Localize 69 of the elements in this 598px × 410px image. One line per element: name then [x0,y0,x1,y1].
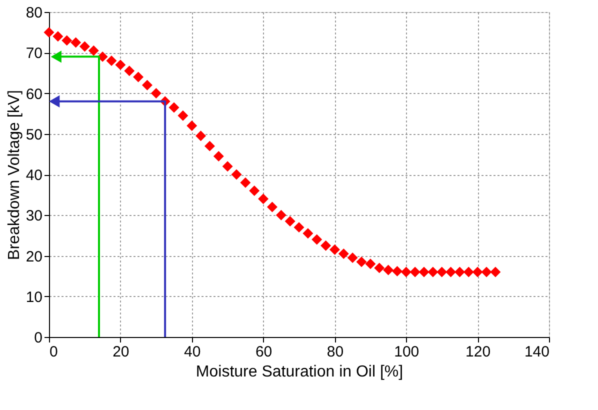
point [312,234,322,245]
point [79,41,90,52]
point [383,264,394,276]
point [428,266,438,278]
x-axis-title: Moisture Saturation in Oil [%] [196,364,404,380]
point [213,150,224,162]
point [196,130,206,142]
point [410,266,420,278]
point [186,120,198,131]
x-tick-label: 0 [50,344,58,360]
point [106,56,117,66]
point [481,266,492,278]
point [446,266,456,278]
y-tick-label: 0 [34,330,42,346]
point [249,186,260,196]
point [44,27,54,38]
point [258,194,269,204]
x-tick-label: 60 [255,344,272,360]
point [294,222,304,233]
point [472,266,483,278]
x-tick-label: 100 [394,344,420,360]
point [392,266,402,276]
point [142,80,152,90]
point [70,37,82,48]
point [222,161,233,172]
point [168,102,180,113]
point [52,31,64,42]
point [266,202,278,212]
y-tick-label: 30 [26,208,42,225]
y-tick-label: 40 [26,167,42,184]
point [97,51,108,62]
x-tick-label: 40 [184,344,201,360]
point [231,169,242,180]
point [302,228,314,239]
x-tick-label: 120 [466,344,491,360]
x-tick-label: 20 [112,344,130,360]
point [329,244,340,255]
point [178,110,188,121]
point [204,140,215,152]
point [124,66,135,76]
y-tick-label: 50 [26,126,42,144]
point [276,210,286,220]
point [240,177,251,188]
point [338,248,349,259]
point [347,252,358,264]
y-tick-label: 60 [26,86,42,103]
point [356,256,367,268]
point [418,266,430,278]
point [133,72,144,82]
point [284,216,296,226]
x-tick-label: 140 [524,344,550,360]
point [365,258,376,270]
point [115,60,126,70]
point [150,88,162,98]
point [463,266,474,278]
point [374,262,385,274]
point [320,240,332,251]
y-tick-label: 70 [26,45,42,62]
point [400,266,412,278]
point [436,266,448,278]
point [454,266,465,278]
y-tick-label: 10 [26,288,42,306]
y-tick-label: 20 [26,248,42,266]
x-tick-label: 80 [326,344,344,360]
y-tick-label: 80 [26,4,42,22]
point [88,45,99,56]
y-axis-title: Breakdown Voltage [kV] [6,90,23,260]
point [490,266,501,278]
point [62,35,72,46]
